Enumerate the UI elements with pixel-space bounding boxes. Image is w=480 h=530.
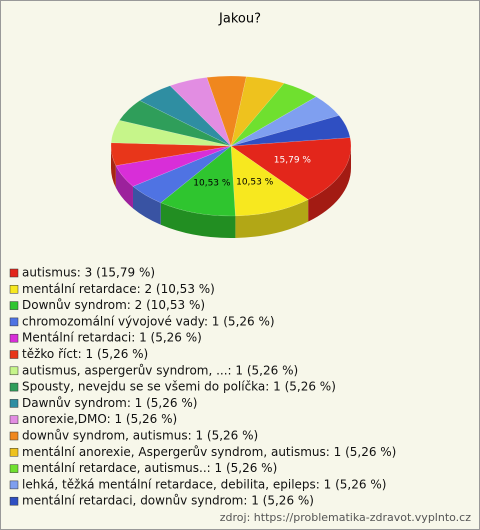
- slice-side: [115, 165, 133, 209]
- slice: [139, 85, 232, 147]
- legend-label: těžko říct: 1 (5,26 %): [22, 347, 148, 361]
- legend-label: autismus, aspergerův syndrom, ...: 1 (5,…: [22, 363, 298, 377]
- slice-side: [111, 146, 116, 188]
- legend-label: anorexie,DMO: 1 (5,26 %): [22, 412, 177, 426]
- chart-title: Jakou?: [218, 12, 261, 27]
- legend-label: Spousty, nevejdu se se všemi do políčka:…: [22, 380, 336, 394]
- slice: [110, 119, 232, 147]
- legend-label: mentální retardace, autismus..: 1 (5,26 …: [22, 461, 277, 475]
- slice: [230, 76, 285, 147]
- slice: [230, 145, 309, 217]
- value-label: 15,79 %: [274, 156, 312, 166]
- legend-swatch: [9, 366, 19, 376]
- slice: [230, 96, 340, 147]
- legend-label: Dawnův syndrom: 1 (5,26 %): [22, 396, 197, 410]
- legend-swatch: [9, 399, 19, 408]
- legend-label: mentální retardaci, downův syndrom: 1 (5…: [22, 494, 314, 508]
- slice-side: [235, 199, 309, 238]
- value-label: 10,53 %: [236, 177, 274, 187]
- slice-side: [308, 146, 351, 222]
- legend-label: lehká, těžká mentální retardace, debilit…: [22, 477, 386, 491]
- legend-swatch: [9, 350, 19, 359]
- slice: [230, 115, 351, 147]
- value-label: 10,53 %: [193, 178, 231, 188]
- legend-swatch: [9, 301, 19, 310]
- slice: [169, 77, 232, 147]
- slice: [110, 142, 232, 166]
- legend-swatch: [9, 317, 19, 327]
- legend-label: chromozomální vývojové vady: 1 (5,26 %): [22, 314, 275, 328]
- legend-swatch: [9, 480, 19, 490]
- slice: [160, 145, 236, 217]
- source: zdroj: https://problematika-zdravot.vypl…: [220, 511, 471, 524]
- legend-swatch: [9, 464, 19, 473]
- slice: [230, 82, 317, 147]
- legend-label: Downův syndrom: 2 (10,53 %): [22, 298, 205, 312]
- legend-swatch: [9, 268, 19, 278]
- slice: [206, 75, 247, 147]
- legend-swatch: [9, 333, 19, 343]
- legend-swatch: [9, 285, 19, 294]
- legend-label: Mentální retardaci: 1 (5,26 %): [22, 331, 202, 345]
- slice-side: [132, 186, 161, 225]
- legend-swatch: [9, 496, 19, 506]
- slice: [115, 145, 232, 187]
- legend-label: mentální anorexie, Aspergerův syndrom, a…: [22, 445, 396, 459]
- legend-swatch: [9, 382, 19, 392]
- slice: [132, 145, 232, 204]
- legend-label: downův syndrom, autismus: 1 (5,26 %): [22, 429, 258, 443]
- legend-label: autismus: 3 (15,79 %): [22, 266, 155, 280]
- legend-swatch: [9, 415, 19, 424]
- slice: [230, 137, 352, 200]
- legend-swatch: [9, 431, 19, 441]
- slice-side: [160, 202, 236, 238]
- slice: [119, 100, 232, 147]
- legend-label: mentální retardace: 2 (10,53 %): [22, 282, 215, 296]
- legend-swatch: [9, 448, 19, 457]
